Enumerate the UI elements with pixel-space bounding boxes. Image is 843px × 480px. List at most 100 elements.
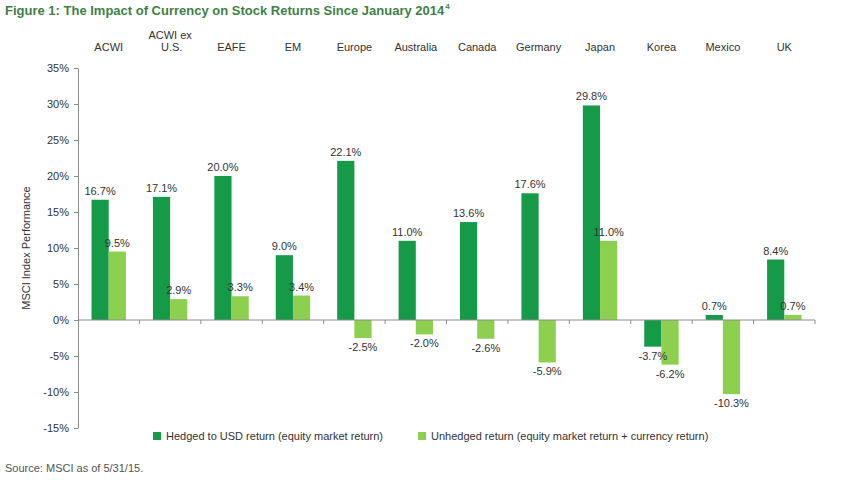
- y-tick-label: 5%: [53, 278, 69, 290]
- y-tick-label: -5%: [49, 350, 69, 362]
- category-separator: [630, 320, 631, 324]
- legend-item: Unhedged return (equity market return + …: [418, 430, 708, 442]
- legend-swatch: [153, 432, 161, 440]
- x-tick: Australia: [394, 41, 438, 53]
- bar: [399, 241, 416, 320]
- y-axis-line: [78, 69, 79, 429]
- bar: [109, 252, 126, 320]
- bar: [600, 241, 617, 320]
- y-tick-mark: [74, 284, 78, 285]
- x-tick-label: EAFE: [217, 41, 246, 53]
- category-separator: [139, 320, 140, 324]
- bar: [153, 197, 170, 320]
- data-label: -2.6%: [471, 342, 500, 354]
- x-tick-label: UK: [777, 41, 793, 53]
- category-separator: [446, 320, 447, 324]
- x-tick-label: ACWI ex U.S.: [148, 29, 192, 53]
- data-labels: 16.7%17.1%20.0%9.0%22.1%11.0%13.6%17.6%2…: [85, 90, 806, 409]
- bar: [416, 320, 433, 334]
- y-tick: 20%: [47, 170, 78, 182]
- bar: [460, 222, 477, 320]
- legend-label: Hedged to USD return (equity market retu…: [166, 430, 383, 442]
- x-tick-label: Japan: [585, 41, 615, 53]
- data-label: 11.0%: [593, 226, 624, 238]
- x-tick-label-line: U.S.: [158, 41, 182, 53]
- bar: [706, 315, 723, 320]
- series: [109, 241, 802, 394]
- y-tick-mark: [74, 248, 78, 249]
- y-tick-label: 25%: [47, 134, 69, 146]
- bar: [337, 161, 354, 320]
- category-separator: [692, 320, 693, 324]
- y-tick-mark: [74, 176, 78, 177]
- data-label: -2.0%: [410, 337, 439, 349]
- bar: [354, 320, 371, 338]
- data-label: 16.7%: [85, 185, 116, 197]
- x-tick: Mexico: [705, 41, 740, 53]
- category-separator: [753, 320, 754, 324]
- x-tick: Europe: [337, 41, 372, 53]
- x-tick: ACWI ex U.S.: [148, 29, 192, 53]
- data-label: 9.0%: [272, 240, 297, 252]
- bar: [784, 315, 801, 320]
- title-footnote: 4: [445, 2, 450, 11]
- data-label: 13.6%: [453, 207, 484, 219]
- x-tick: UK: [777, 41, 793, 53]
- y-tick: -10%: [43, 386, 78, 398]
- data-label: 8.4%: [763, 245, 788, 257]
- y-tick-label: 10%: [47, 242, 69, 254]
- x-tick: Korea: [647, 41, 677, 53]
- x-tick-label: Australia: [394, 41, 438, 53]
- y-tick-mark: [74, 320, 78, 321]
- bar: [170, 299, 187, 320]
- data-label: 3.3%: [228, 281, 253, 293]
- y-tick: 30%: [47, 98, 78, 110]
- y-tick: 15%: [47, 206, 78, 218]
- y-axis-title: MSCI Index Performance: [20, 186, 32, 310]
- x-tick: ACWI: [94, 41, 123, 53]
- bar: [521, 193, 538, 320]
- chart: Figure 1: The Impact of Currency on Stoc…: [0, 0, 843, 480]
- bars: [92, 105, 802, 394]
- data-label: 29.8%: [576, 90, 607, 102]
- y-tick: 35%: [47, 62, 78, 74]
- category-separator: [323, 320, 324, 324]
- x-tick: EAFE: [217, 41, 246, 53]
- x-tick-label: Korea: [647, 41, 677, 53]
- y-tick-label: 35%: [47, 62, 69, 74]
- y-tick-mark: [74, 428, 78, 429]
- data-label: -6.2%: [656, 368, 685, 380]
- x-tick-label: ACWI: [94, 41, 123, 53]
- y-tick: -5%: [49, 350, 78, 362]
- baseline: [78, 320, 815, 324]
- source: Source: MSCI as of 5/31/15.: [5, 462, 143, 474]
- x-tick-label: Mexico: [705, 41, 740, 53]
- data-label: 17.6%: [514, 178, 545, 190]
- bar: [477, 320, 494, 339]
- series: [92, 105, 785, 346]
- category-separator: [385, 320, 386, 324]
- y-tick-mark: [74, 140, 78, 141]
- y-tick-mark: [74, 212, 78, 213]
- x-axis: ACWIACWI ex U.S.EAFEEMEuropeAustraliaCan…: [94, 29, 792, 53]
- data-label: 0.7%: [780, 300, 805, 312]
- bar: [232, 296, 249, 320]
- data-label: -5.9%: [533, 365, 562, 377]
- y-tick: 5%: [53, 278, 78, 290]
- bar: [92, 200, 109, 320]
- y-tick-label: -10%: [43, 386, 69, 398]
- data-label: 20.0%: [207, 161, 238, 173]
- category-separator: [262, 320, 263, 324]
- data-label: -3.7%: [638, 350, 667, 362]
- data-label: 22.1%: [330, 146, 361, 158]
- y-tick-label: 20%: [47, 170, 69, 182]
- legend-item: Hedged to USD return (equity market retu…: [153, 430, 383, 442]
- x-tick-label: Canada: [458, 41, 497, 53]
- y-tick-label: -15%: [43, 422, 69, 434]
- legend-label: Unhedged return (equity market return + …: [431, 430, 708, 442]
- data-label: -2.5%: [349, 341, 378, 353]
- bar: [583, 105, 600, 320]
- x-tick-label-line: ACWI ex: [148, 29, 192, 41]
- x-tick: Canada: [458, 41, 497, 53]
- x-tick: Germany: [516, 41, 562, 53]
